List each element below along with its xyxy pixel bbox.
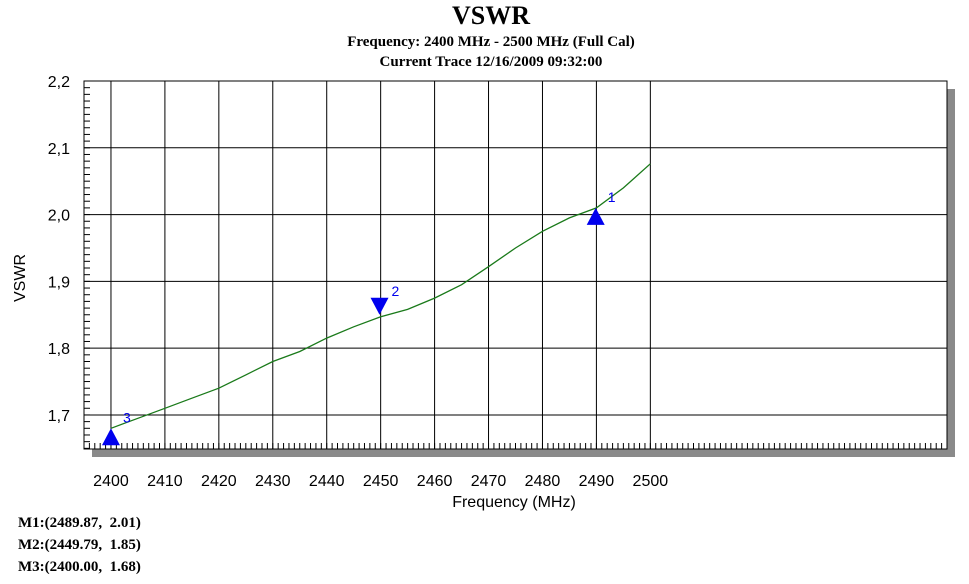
marker-1-label: 1: [608, 189, 616, 205]
x-tick-label: 2490: [579, 473, 615, 490]
marker-2-triangle: [370, 297, 389, 315]
marker-3-label: 3: [123, 409, 131, 425]
vswr-trace-line: [110, 163, 651, 429]
x-tick-label: 2420: [201, 473, 237, 490]
x-tick-label: 2470: [471, 473, 507, 490]
y-tick-label: 2,0: [48, 208, 70, 225]
plot-area: [83, 80, 948, 450]
chart-subtitle-line-1: Frequency: 2400 MHz - 2500 MHz (Full Cal…: [347, 34, 635, 50]
y-tick-label: 1,9: [48, 274, 70, 291]
chart-title: VSWR: [452, 1, 530, 30]
marker-readout-m1: M1:(2489.87, 2.01): [18, 515, 141, 531]
x-axis-label: Frequency (MHz): [452, 494, 576, 511]
x-tick-label: 2400: [93, 473, 129, 490]
marker-3-triangle: [101, 428, 120, 446]
x-tick-label: 2410: [147, 473, 183, 490]
plot-layer: 2400 2410 2420 2430 2440 2450 2460 2470 2480 2490…: [48, 74, 955, 490]
y-tick-label: 1,7: [48, 408, 70, 425]
y-axis-label: VSWR: [12, 254, 29, 302]
x-tick-label: 2480: [525, 473, 561, 490]
x-tick-label: 2440: [309, 473, 345, 490]
x-tick-label: 2460: [417, 473, 453, 490]
y-tick-label: 2,2: [48, 74, 70, 91]
y-tick-label: 2,1: [48, 141, 70, 158]
marker-readout-m3: M3:(2400.00, 1.68): [18, 559, 141, 575]
marker-2-label: 2: [392, 283, 400, 299]
marker-1-triangle: [586, 207, 605, 225]
x-tick-label: 2500: [633, 473, 669, 490]
marker-readout-m2: M2:(2449.79, 1.85): [18, 537, 141, 553]
x-tick-label: 2450: [363, 473, 399, 490]
y-tick-label: 1,8: [48, 341, 70, 358]
chart-subtitle-line-2: Current Trace 12/16/2009 09:32:00: [380, 54, 603, 70]
x-tick-label: 2430: [255, 473, 291, 490]
